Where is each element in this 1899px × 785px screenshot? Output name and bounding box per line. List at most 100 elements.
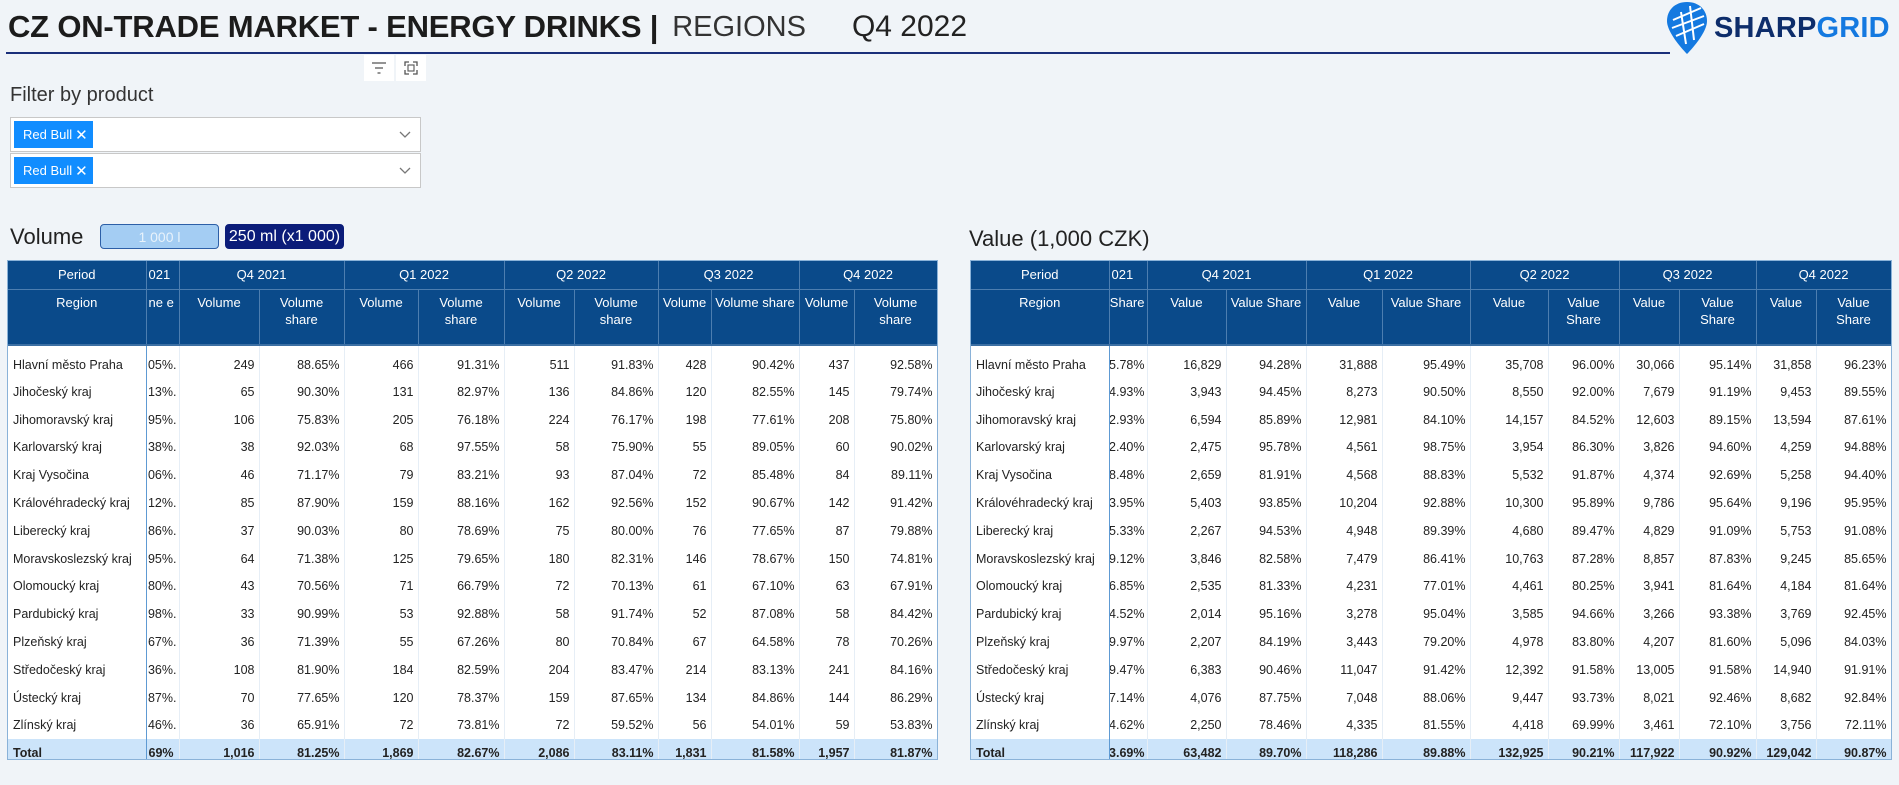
value-cell: 58 [799, 600, 855, 629]
value-cell: 92.84% [1816, 683, 1891, 712]
table-row[interactable]: Kraj Vysočina .06% 46 71.17% 79 83.21% 93 87.04… [8, 461, 937, 490]
value-cell: 4,231 [1306, 572, 1383, 601]
value-cell: 8,682 [1756, 683, 1817, 712]
value-cell: 4,374 [1619, 461, 1680, 490]
table-row[interactable]: Jihomoravský kraj 2.93% 6,594 85.89% 12,981 8… [971, 405, 1891, 434]
product-slicer-2[interactable]: Red Bull ✕ [10, 153, 421, 188]
table-row[interactable]: Liberecký kraj .86% 37 90.03% 80 78.69% 75 80.0… [8, 516, 937, 545]
remove-chip-icon[interactable]: ✕ [75, 126, 88, 144]
table-row[interactable]: Jihomoravský kraj .95% 106 75.83% 205 76.18% 2… [8, 405, 937, 434]
chevron-down-icon[interactable] [398, 165, 412, 175]
value-cell: 120 [344, 683, 419, 712]
table-row[interactable]: Hlavní město Praha .05% 249 88.65% 466 91.31%… [8, 345, 937, 378]
value-cell: 91.42% [1382, 655, 1471, 684]
sharpgrid-logo: SHARPGRID [1664, 0, 1894, 56]
filter-icon[interactable] [364, 55, 394, 81]
value-cell: 70 [179, 683, 260, 712]
focus-mode-icon[interactable] [396, 55, 426, 81]
value-cell: 79 [344, 461, 419, 490]
region-cell: Olomoucký kraj [971, 572, 1110, 601]
table-row[interactable]: Ústecký kraj .87% 70 77.65% 120 78.37% 159 87.6… [8, 683, 937, 712]
measure-column-header[interactable]: Volume share [711, 289, 800, 346]
chevron-down-icon[interactable] [398, 129, 412, 139]
table-row[interactable]: Královéhradecký kraj .12% 85 87.90% 159 88.16… [8, 489, 937, 517]
period-column-header: Q2 2022 [504, 261, 659, 290]
table-row[interactable]: Olomoucký kraj 6.85% 2,535 81.33% 4,231 77.01… [971, 572, 1891, 601]
region-header[interactable]: Region [971, 289, 1110, 346]
measure-column-header[interactable]: Value Share [1382, 289, 1471, 346]
table-row[interactable]: Plzeňský kraj .67% 36 71.39% 55 67.26% 80 70.84… [8, 628, 937, 656]
measure-column-header[interactable]: ne e [146, 289, 180, 346]
value-cell: 90.46% [1226, 655, 1307, 684]
value-cell: 60 [799, 433, 855, 462]
measure-column-header[interactable]: Volume [658, 289, 712, 346]
table-row[interactable]: Karlovarský kraj 2.40% 2,475 95.78% 4,561 98.… [971, 433, 1891, 462]
table-row[interactable]: Kraj Vysočina 8.48% 2,659 81.91% 4,568 88.83%… [971, 461, 1891, 490]
table-row[interactable]: Jihočeský kraj 4.93% 3,943 94.45% 8,273 90.50… [971, 378, 1891, 406]
table-row[interactable]: Královéhradecký kraj 3.95% 5,403 93.85% 10,2… [971, 489, 1891, 517]
table-row[interactable]: Jihočeský kraj .13% 65 90.30% 131 82.97% 136 84… [8, 378, 937, 406]
value-cell: 2,535 [1147, 572, 1227, 601]
region-header[interactable]: Region [8, 289, 147, 346]
measure-column-header[interactable]: Value [1147, 289, 1227, 346]
value-cell: 3,943 [1147, 378, 1227, 406]
value-cell: 58 [504, 433, 575, 462]
remove-chip-icon[interactable]: ✕ [75, 162, 88, 180]
table-row[interactable]: Karlovarský kraj .38% 38 92.03% 68 97.55% 58 75… [8, 433, 937, 462]
measure-column-header[interactable]: Value Share [1226, 289, 1307, 346]
logo-text-grid: GRID [1816, 11, 1890, 44]
measure-column-header[interactable]: Value [1619, 289, 1680, 346]
volume-table: Period 021 Q4 2021 Q1 2022 Q2 2022 Q3 2022 Q4 … [7, 260, 938, 760]
value-cell: 92.45% [1816, 600, 1891, 629]
table-row[interactable]: Olomoucký kraj .80% 43 70.56% 71 66.79% 72 70.1… [8, 572, 937, 601]
value-cell: 214 [658, 655, 712, 684]
value-cell: 3,443 [1306, 628, 1383, 656]
value-cell: 77.65% [259, 683, 345, 712]
measure-column-header[interactable]: Volume [344, 289, 419, 346]
table-row[interactable]: Moravskoslezský kraj 9.12% 3,846 82.58% 7,47… [971, 544, 1891, 573]
measure-column-header[interactable]: Volume share [418, 289, 505, 346]
product-chip[interactable]: Red Bull ✕ [14, 121, 93, 148]
table-row[interactable]: Středočeský kraj .36% 108 81.90% 184 82.59% 20… [8, 655, 937, 684]
table-row[interactable]: Pardubický kraj 4.52% 2,014 95.16% 3,278 95.0… [971, 600, 1891, 629]
value-cell: 43 [179, 572, 260, 601]
value-cell: 72.11% [1816, 711, 1891, 740]
table-row[interactable]: Středočeský kraj 9.47% 6,383 90.46% 11,047 91… [971, 655, 1891, 684]
value-cell: 72 [504, 711, 575, 740]
measure-column-header[interactable]: Volume [504, 289, 575, 346]
table-row[interactable]: Zlínský kraj 4.62% 2,250 78.46% 4,335 81.55% 4… [971, 711, 1891, 740]
table-row[interactable]: Liberecký kraj 5.33% 2,267 94.53% 4,948 89.39… [971, 516, 1891, 545]
value-cell: 94.88% [1816, 433, 1891, 462]
value-cell: 88.65% [259, 345, 345, 378]
table-row[interactable]: Hlavní město Praha 5.78% 16,829 94.28% 31,88… [971, 345, 1891, 378]
unit-toggle-cans[interactable]: 250 ml (x1 000) [225, 224, 344, 249]
measure-column-header[interactable]: Volume share [259, 289, 345, 346]
table-row[interactable]: Plzeňský kraj 9.97% 2,207 84.19% 3,443 79.20%… [971, 628, 1891, 656]
measure-column-header[interactable]: Volume share [854, 289, 937, 346]
measure-column-header[interactable]: Value [1756, 289, 1817, 346]
product-chip[interactable]: Red Bull ✕ [14, 157, 93, 184]
value-cell: 134 [658, 683, 712, 712]
table-row[interactable]: Ústecký kraj 7.14% 4,076 87.75% 7,048 88.06% 9… [971, 683, 1891, 712]
measure-column-header[interactable]: Volume [799, 289, 855, 346]
measure-column-header[interactable]: Value Share [1816, 289, 1891, 346]
value-cell: 46 [179, 461, 260, 490]
measure-column-header[interactable]: Volume share [574, 289, 659, 346]
measure-column-header[interactable]: Value Share [1679, 289, 1757, 346]
table-row[interactable]: Pardubický kraj .98% 33 90.99% 53 92.88% 58 91.… [8, 600, 937, 629]
measure-column-header[interactable]: Volume [179, 289, 260, 346]
region-cell: Liberecký kraj [971, 516, 1110, 545]
measure-column-header[interactable]: Value Share [1548, 289, 1620, 346]
logo-text-sharp: SHARP [1714, 11, 1817, 44]
table-row[interactable]: Zlínský kraj .46% 36 65.91% 72 73.81% 72 59.52%… [8, 711, 937, 740]
product-slicer-1[interactable]: Red Bull ✕ [10, 117, 421, 152]
measure-column-header[interactable]: Value [1470, 289, 1549, 346]
value-cell: 4,568 [1306, 461, 1383, 490]
table-row[interactable]: Moravskoslezský kraj .95% 64 71.38% 125 79.65… [8, 544, 937, 573]
measure-column-header[interactable]: Share [1109, 289, 1148, 346]
unit-toggle-liters[interactable]: 1 000 l [100, 224, 219, 249]
measure-column-header[interactable]: Value [1306, 289, 1383, 346]
value-cell: 90.99% [259, 600, 345, 629]
value-cell: 9,786 [1619, 489, 1680, 517]
total-cell: 2,086 [504, 739, 575, 759]
